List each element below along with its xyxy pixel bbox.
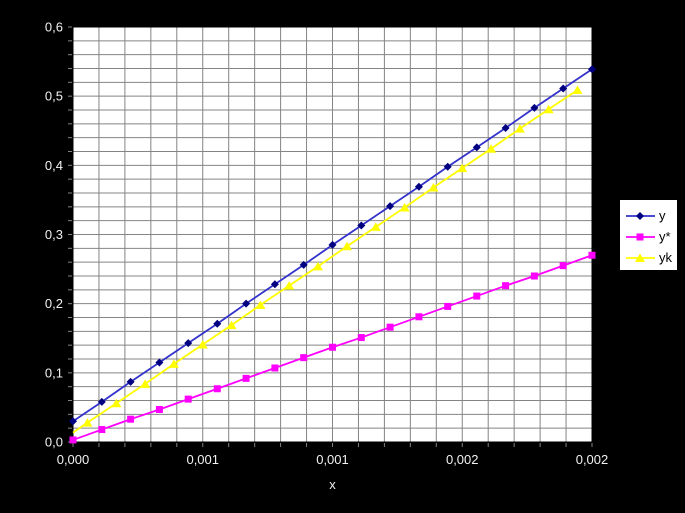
series-marker-y bbox=[270, 280, 279, 289]
plot-border bbox=[72, 26, 593, 443]
series-marker-y* bbox=[300, 354, 308, 362]
series-marker-y* bbox=[530, 272, 538, 280]
series-marker-y* bbox=[502, 282, 510, 290]
series-marker-y bbox=[414, 182, 423, 191]
legend-label-yk: yk bbox=[659, 249, 672, 265]
series-marker-yk bbox=[399, 203, 410, 212]
series-marker-y* bbox=[98, 426, 106, 434]
series-marker-y bbox=[155, 358, 164, 367]
series-marker-y bbox=[126, 377, 135, 386]
series-marker-yk bbox=[140, 379, 151, 388]
y-tick-label: 0,1 bbox=[45, 365, 63, 380]
series-marker-y bbox=[588, 65, 596, 74]
series-marker-y* bbox=[329, 343, 336, 351]
x-tick-label: 0,000 bbox=[57, 452, 90, 467]
series-marker-y* bbox=[127, 415, 135, 423]
series-marker-yk bbox=[457, 163, 468, 173]
series-marker-y bbox=[443, 162, 452, 171]
series-marker-y bbox=[472, 143, 481, 152]
x-tick-label: 0,001 bbox=[186, 452, 219, 467]
series-marker-y* bbox=[415, 313, 423, 321]
series-marker-yk bbox=[543, 104, 554, 114]
series-marker-y bbox=[97, 397, 106, 406]
series-marker-y bbox=[501, 123, 510, 132]
legend-entry-yk: yk bbox=[625, 247, 677, 268]
series-marker-y* bbox=[588, 251, 596, 259]
series-marker-y bbox=[299, 260, 308, 269]
y-tick-label: 0,4 bbox=[45, 158, 63, 173]
series-marker-y* bbox=[242, 374, 250, 382]
x-axis-title: x bbox=[329, 477, 336, 492]
series-marker-yk bbox=[486, 144, 497, 153]
series-marker-y* bbox=[357, 334, 365, 342]
series-marker-y bbox=[69, 417, 77, 426]
series-marker-yk bbox=[197, 339, 208, 349]
y-tick-label: 0,5 bbox=[45, 89, 63, 104]
series-marker-y* bbox=[444, 302, 452, 310]
legend-marker-y-icon bbox=[626, 211, 655, 220]
series-marker-yk bbox=[284, 281, 295, 290]
legend-label-ystar: y* bbox=[659, 228, 671, 244]
series-marker-y bbox=[242, 299, 251, 308]
series-marker-y* bbox=[184, 395, 192, 403]
y-tick-label: 0,0 bbox=[45, 435, 63, 450]
series-marker-yk bbox=[255, 300, 266, 310]
series-marker-y* bbox=[69, 436, 77, 444]
series-marker-yk bbox=[370, 222, 381, 231]
series-marker-y bbox=[357, 221, 366, 230]
series-marker-y bbox=[213, 319, 222, 328]
series-marker-yk bbox=[572, 85, 583, 94]
legend-entry-ystar: y* bbox=[625, 226, 677, 247]
y-tick-label: 0,6 bbox=[45, 20, 63, 35]
x-tick-label: 0,001 bbox=[316, 452, 349, 467]
legend-marker-yk-icon bbox=[626, 253, 655, 262]
x-tick-label: 0,002 bbox=[446, 452, 479, 467]
series-marker-yk bbox=[111, 398, 122, 408]
y-tick-label: 0,3 bbox=[45, 227, 63, 242]
series-marker-y bbox=[328, 240, 337, 249]
legend-entry-y: y bbox=[625, 205, 677, 226]
series-marker-y* bbox=[271, 364, 279, 372]
y-tick-label: 0,2 bbox=[45, 296, 63, 311]
legend-marker-ystar-icon bbox=[626, 233, 655, 240]
series-marker-y* bbox=[386, 323, 394, 331]
series-marker-yk bbox=[226, 320, 237, 330]
series-marker-y bbox=[530, 103, 539, 112]
series-marker-yk bbox=[312, 261, 323, 271]
series-marker-y* bbox=[473, 292, 481, 300]
x-tick-label: 0,002 bbox=[576, 452, 609, 467]
series-marker-yk bbox=[168, 359, 179, 368]
series-marker-yk bbox=[342, 241, 353, 251]
series-marker-y bbox=[559, 84, 568, 93]
series-marker-yk bbox=[514, 124, 525, 133]
series-marker-y* bbox=[213, 385, 221, 393]
series-marker-y* bbox=[559, 262, 567, 270]
series-marker-y bbox=[184, 339, 193, 348]
series-marker-y bbox=[386, 202, 395, 211]
legend-label-y: y bbox=[659, 207, 666, 223]
series-marker-yk bbox=[82, 418, 93, 427]
series-marker-y* bbox=[155, 405, 163, 413]
series-marker-yk bbox=[428, 182, 439, 192]
legend-box: y y* yk bbox=[619, 199, 678, 271]
